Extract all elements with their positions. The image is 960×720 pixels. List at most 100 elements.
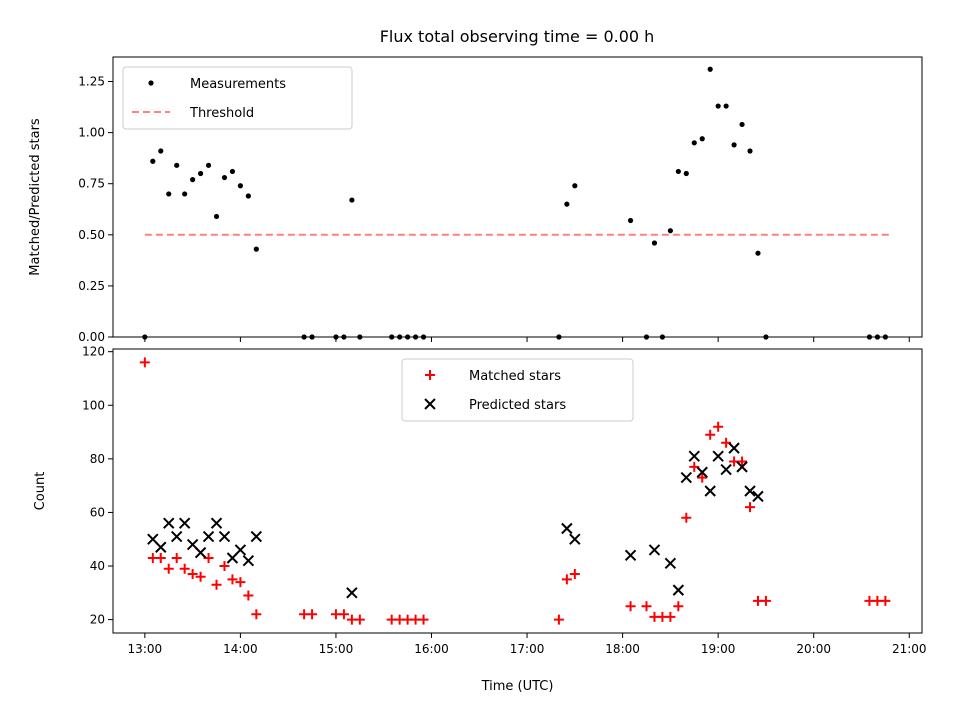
predicted-stars-point <box>170 530 183 543</box>
measurement-point <box>158 148 164 154</box>
panel-1: 0.00 0.25 0.50 0.75 1.00 1.25 Matched/Predicte… <box>28 56 923 344</box>
y-tick-label: 100 <box>82 398 105 412</box>
y-tick-label: 0.25 <box>78 279 105 293</box>
matched-stars-point <box>195 571 206 582</box>
measurement-point <box>715 103 721 109</box>
legend-label: Predicted stars <box>469 398 566 413</box>
chart-title: Flux total observing time = 0.00 h <box>380 27 655 46</box>
measurement-point <box>675 168 681 175</box>
matched-stars-point <box>665 611 676 622</box>
matched-stars-point <box>418 614 429 625</box>
matched-stars-point <box>307 609 318 620</box>
predicted-stars-point <box>624 549 637 562</box>
measurement-point <box>739 121 745 128</box>
series-measurements <box>142 66 888 340</box>
legend: Matched stars Predicted stars <box>401 358 634 422</box>
plot-frame <box>112 348 923 634</box>
matched-stars-point <box>880 595 891 606</box>
measurement-point <box>229 168 236 175</box>
matched-stars-point <box>163 563 174 574</box>
measurement-point <box>683 170 689 177</box>
predicted-stars-point <box>744 485 756 497</box>
predicted-stars-point <box>163 517 175 529</box>
x-tick-label: 19:00 <box>701 642 736 656</box>
x-tick-label: 16:00 <box>414 642 449 656</box>
y-tick-label: 60 <box>90 505 105 519</box>
legend: Measurements Threshold <box>122 66 353 130</box>
predicted-stars-point <box>194 546 207 559</box>
predicted-stars-point <box>728 442 740 454</box>
predicted-stars-point <box>202 530 215 543</box>
predicted-stars-point <box>664 557 677 570</box>
measurement-point <box>237 183 244 189</box>
measurement-point <box>699 136 705 142</box>
matched-stars-point <box>625 601 636 612</box>
matched-stars-point <box>641 601 652 612</box>
predicted-stars-point <box>561 522 573 535</box>
measurement-point <box>253 246 259 252</box>
measurement-point <box>245 193 251 199</box>
measurement-point <box>197 170 204 177</box>
predicted-stars-point <box>680 471 693 484</box>
measurement-point <box>221 174 228 181</box>
matched-stars-point <box>251 609 262 620</box>
x-tick-label: 20:00 <box>796 642 831 656</box>
panel-2: 20 40 60 80 100 120 13:00 14:00 15:00 16:00 17:00 1… <box>33 345 927 694</box>
legend-label: Measurements <box>190 77 286 92</box>
matched-stars-point <box>179 563 190 574</box>
predicted-stars-point <box>736 461 748 473</box>
predicted-stars-point <box>210 517 223 529</box>
matched-stars-point <box>235 577 246 588</box>
legend-marker-measurements <box>148 80 154 86</box>
matched-stars-point <box>713 421 724 432</box>
matched-stars-point <box>139 357 150 368</box>
matched-stars-point <box>227 574 238 585</box>
measurement-point <box>747 148 753 154</box>
y-tick-label: 0.50 <box>78 228 105 242</box>
matched-stars-point <box>681 512 692 523</box>
x-axis-label: Time (UTC) <box>481 679 554 694</box>
legend-marker-predicted <box>424 398 436 410</box>
y-axis-label: Count <box>33 472 48 511</box>
predicted-stars-point <box>696 466 708 478</box>
predicted-stars-point <box>178 517 191 529</box>
measurement-point <box>651 240 658 246</box>
predicted-stars-point <box>155 541 167 553</box>
x-tick-label: 15:00 <box>319 642 354 656</box>
predicted-stars-point <box>218 530 231 543</box>
matched-stars-point <box>760 595 771 606</box>
legend-label: Threshold <box>189 106 254 121</box>
matched-stars-point <box>561 574 572 585</box>
measurement-point <box>190 177 196 183</box>
measurement-point <box>166 191 172 197</box>
y-tick-label: 1.25 <box>78 75 105 89</box>
matched-stars-point <box>745 502 756 513</box>
matched-stars-point <box>737 456 748 467</box>
matched-stars-point <box>171 552 182 563</box>
predicted-stars-point <box>688 450 700 462</box>
measurement-point <box>707 66 713 72</box>
legend-marker-matched <box>425 370 435 380</box>
matched-stars-point <box>338 609 349 620</box>
legend-label: Matched stars <box>469 369 561 384</box>
legend-box <box>122 66 353 130</box>
x-tick-label: 21:00 <box>892 642 927 656</box>
chart-panels: 0.00 0.25 0.50 0.75 1.00 1.25 Matched/Predicte… <box>28 56 927 694</box>
matched-stars-point <box>219 561 230 572</box>
measurement-point <box>731 142 737 148</box>
matched-stars-point <box>697 472 708 483</box>
matched-stars-point <box>155 552 166 563</box>
predicted-stars-point <box>234 544 247 556</box>
predicted-stars-point <box>720 463 732 476</box>
measurement-point <box>182 191 188 197</box>
measurement-point <box>150 158 156 164</box>
matched-stars-point <box>211 579 222 590</box>
matched-stars-point <box>705 429 716 440</box>
measurement-point <box>627 217 634 224</box>
x-tick-label: 17:00 <box>510 642 545 656</box>
matched-stars-point <box>673 601 684 612</box>
predicted-stars-point <box>712 450 724 462</box>
measurement-point <box>174 162 180 168</box>
x-tick-label: 14:00 <box>223 642 258 656</box>
